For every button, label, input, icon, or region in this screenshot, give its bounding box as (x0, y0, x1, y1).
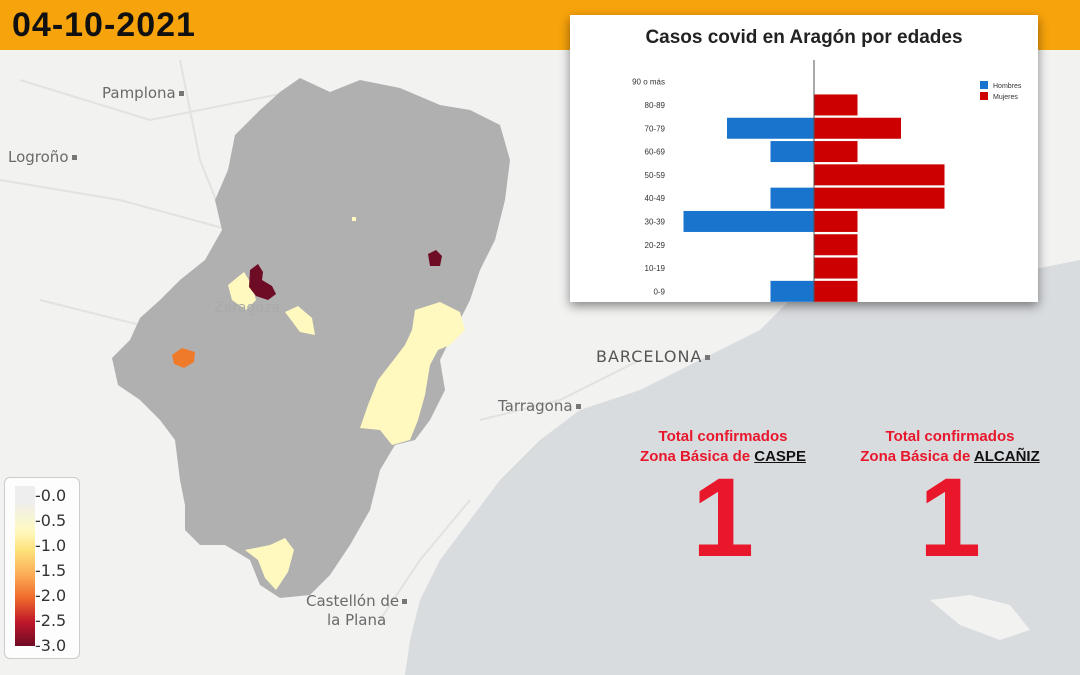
date-label: 04-10-2021 (12, 6, 196, 44)
chart-title: Casos covid en Aragón por edades (645, 27, 963, 48)
color-legend: -0.0 -0.5 -1.0 -1.5 -2.0 -2.5 -3.0 (4, 477, 80, 659)
zone-calatayud-orange[interactable] (172, 348, 195, 368)
legend-swatch-hombres (980, 81, 988, 89)
city-name: Logroño (8, 148, 69, 166)
bar-mujeres (814, 117, 901, 139)
zone-prefix: Zona Básica de (640, 448, 755, 465)
zone-name: CASPE (754, 448, 806, 465)
y-tick-label: 60-69 (645, 148, 666, 157)
y-tick-label: 80-89 (645, 101, 666, 110)
y-tick-label: 0-9 (653, 287, 665, 296)
city-label-barcelona: BARCELONA (596, 347, 711, 366)
city-name: BARCELONA (596, 347, 703, 366)
aragon-region[interactable] (112, 78, 510, 598)
zone-name: ALCAÑIZ (973, 448, 1040, 465)
city-dot (575, 404, 581, 409)
total-label: Total confirmados (658, 428, 788, 445)
zone-barbastro-dark[interactable] (428, 250, 442, 266)
legend-tick: -3.0 (35, 636, 67, 655)
legend-label-hombres: Hombres (993, 83, 1022, 90)
city-label-zaragoza: Zaragoza (214, 300, 280, 316)
bar-hombres (770, 141, 814, 163)
legend-label-mujeres: Mujeres (993, 94, 1018, 101)
bar-mujeres (814, 234, 858, 256)
city-label-logrono: Logroño (8, 148, 77, 166)
y-tick-label: 50-59 (645, 171, 666, 180)
city-name: Castellón de (306, 592, 400, 610)
y-tick-label: 70-79 (645, 124, 666, 133)
zone-zaragoza-west[interactable] (228, 272, 256, 310)
city-dot (705, 355, 711, 360)
mediterranean-sea (405, 260, 1080, 675)
zone-prefix: Zona Básica de (860, 448, 974, 465)
bar-mujeres (814, 141, 858, 163)
total-label: Total confirmados (885, 428, 1015, 445)
y-tick-label: 30-39 (645, 217, 666, 226)
y-tick-label: 90 o más (632, 78, 665, 87)
city-name-line2: la Plana (326, 611, 387, 629)
city-dot (402, 599, 408, 604)
total-caspe-header: Total confirmados Zona Básica de CASPE (603, 427, 843, 467)
bar-mujeres (814, 210, 858, 232)
city-label-pamplona: Pamplona (102, 84, 184, 102)
city-name-line1: Castellón de (306, 592, 408, 611)
legend-tick: -1.5 (35, 561, 67, 580)
legend-tick: -2.5 (35, 611, 67, 630)
bar-mujeres (814, 280, 858, 302)
city-label-castellon: Castellón de la Plana (306, 592, 408, 630)
y-tick-label: 10-19 (645, 264, 666, 273)
bar-mujeres (814, 187, 945, 209)
total-alcaniz-count: 1 (918, 455, 982, 580)
zone-teruel-south[interactable] (245, 538, 294, 590)
city-label-tarragona: Tarragona (498, 397, 581, 415)
legend-tick: -1.0 (35, 536, 67, 555)
legend-swatch-mujeres (980, 92, 988, 100)
city-dot (178, 91, 184, 96)
bar-hombres (770, 187, 814, 209)
legend-tick: -0.0 (35, 486, 67, 505)
age-chart-panel: 90 o más 80-89 70-79 60-69 50-59 40-49 30-39 20… (570, 15, 1038, 302)
zone-line: Zona Básica de CASPE (603, 447, 843, 467)
city-name: Pamplona (102, 84, 176, 102)
legend-tick: -0.5 (35, 511, 67, 530)
zone-caspe-alcaniz[interactable] (360, 302, 465, 445)
y-tick-label: 20-29 (645, 241, 666, 250)
zone-line: Zona Básica de ALCAÑIZ (830, 447, 1070, 467)
zone-zaragoza-dark[interactable] (249, 264, 276, 300)
bar-mujeres (814, 257, 858, 279)
zone-small[interactable] (352, 217, 356, 221)
legend-gradient (15, 486, 35, 646)
zone-zaragoza-east[interactable] (285, 306, 315, 335)
y-tick-label: 40-49 (645, 194, 666, 203)
bar-hombres (727, 117, 814, 139)
legend-tick: -2.0 (35, 586, 67, 605)
bar-hombres (683, 210, 814, 232)
city-name: Tarragona (498, 397, 573, 415)
total-alcaniz-header: Total confirmados Zona Básica de ALCAÑIZ (830, 427, 1070, 467)
bar-mujeres (814, 94, 858, 116)
bar-mujeres (814, 164, 945, 186)
island (930, 595, 1030, 640)
bar-hombres (770, 280, 814, 302)
city-dot (71, 155, 77, 160)
total-caspe-count: 1 (691, 455, 755, 580)
age-pyramid-chart: 90 o más 80-89 70-79 60-69 50-59 40-49 30-39 20… (632, 60, 1022, 302)
